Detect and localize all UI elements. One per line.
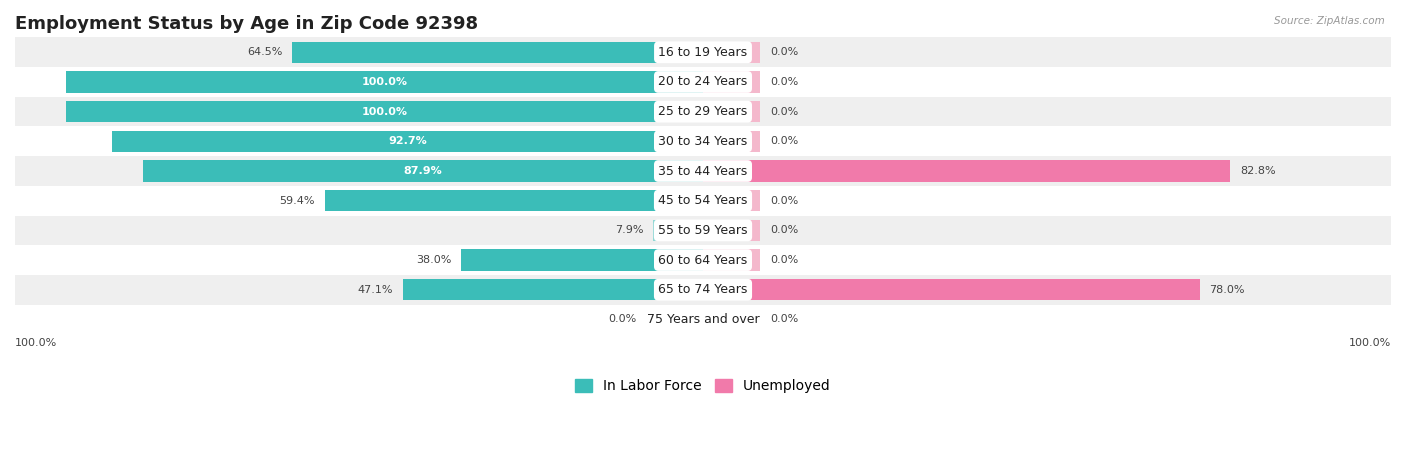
Bar: [703, 249, 761, 271]
Bar: [66, 71, 703, 93]
Text: Source: ZipAtlas.com: Source: ZipAtlas.com: [1274, 16, 1385, 26]
Bar: [703, 309, 761, 330]
Text: 7.9%: 7.9%: [614, 225, 643, 235]
Bar: [645, 309, 703, 330]
Bar: [3, 37, 1403, 67]
Text: 55 to 59 Years: 55 to 59 Years: [658, 224, 748, 237]
Legend: In Labor Force, Unemployed: In Labor Force, Unemployed: [569, 374, 837, 399]
Text: 0.0%: 0.0%: [607, 315, 636, 324]
Text: 0.0%: 0.0%: [770, 225, 799, 235]
Bar: [3, 186, 1403, 216]
Text: 47.1%: 47.1%: [359, 285, 394, 295]
Bar: [3, 67, 1403, 97]
Text: 82.8%: 82.8%: [1240, 166, 1275, 176]
Text: 30 to 34 Years: 30 to 34 Years: [658, 135, 748, 148]
Bar: [3, 216, 1403, 245]
Text: 65 to 74 Years: 65 to 74 Years: [658, 283, 748, 296]
Bar: [703, 220, 761, 241]
Text: 16 to 19 Years: 16 to 19 Years: [658, 46, 748, 59]
Text: 100.0%: 100.0%: [1348, 338, 1391, 348]
Bar: [3, 275, 1403, 305]
Bar: [652, 220, 703, 241]
Bar: [703, 130, 761, 152]
Bar: [703, 160, 1230, 182]
Bar: [3, 126, 1403, 156]
Text: 100.0%: 100.0%: [15, 338, 58, 348]
Text: 64.5%: 64.5%: [247, 47, 283, 57]
Text: Employment Status by Age in Zip Code 92398: Employment Status by Age in Zip Code 923…: [15, 15, 478, 33]
Text: 100.0%: 100.0%: [361, 77, 408, 87]
Text: 0.0%: 0.0%: [770, 315, 799, 324]
Bar: [703, 71, 761, 93]
Text: 100.0%: 100.0%: [361, 107, 408, 117]
Text: 0.0%: 0.0%: [770, 107, 799, 117]
Text: 38.0%: 38.0%: [416, 255, 451, 265]
Bar: [703, 41, 761, 63]
Bar: [112, 130, 703, 152]
Text: 35 to 44 Years: 35 to 44 Years: [658, 165, 748, 177]
Bar: [461, 249, 703, 271]
Text: 0.0%: 0.0%: [770, 255, 799, 265]
Text: 0.0%: 0.0%: [770, 47, 799, 57]
Bar: [3, 97, 1403, 126]
Text: 92.7%: 92.7%: [388, 136, 427, 146]
Bar: [3, 245, 1403, 275]
Bar: [404, 279, 703, 301]
Text: 0.0%: 0.0%: [770, 136, 799, 146]
Bar: [292, 41, 703, 63]
Bar: [143, 160, 703, 182]
Bar: [703, 101, 761, 122]
Bar: [3, 156, 1403, 186]
Text: 60 to 64 Years: 60 to 64 Years: [658, 253, 748, 266]
Text: 20 to 24 Years: 20 to 24 Years: [658, 76, 748, 89]
Text: 75 Years and over: 75 Years and over: [647, 313, 759, 326]
Text: 25 to 29 Years: 25 to 29 Years: [658, 105, 748, 118]
Bar: [703, 190, 761, 212]
Text: 87.9%: 87.9%: [404, 166, 443, 176]
Bar: [66, 101, 703, 122]
Text: 59.4%: 59.4%: [280, 196, 315, 206]
Bar: [3, 305, 1403, 334]
Bar: [325, 190, 703, 212]
Text: 0.0%: 0.0%: [770, 196, 799, 206]
Bar: [703, 279, 1199, 301]
Text: 0.0%: 0.0%: [770, 77, 799, 87]
Text: 78.0%: 78.0%: [1209, 285, 1244, 295]
Text: 45 to 54 Years: 45 to 54 Years: [658, 194, 748, 207]
